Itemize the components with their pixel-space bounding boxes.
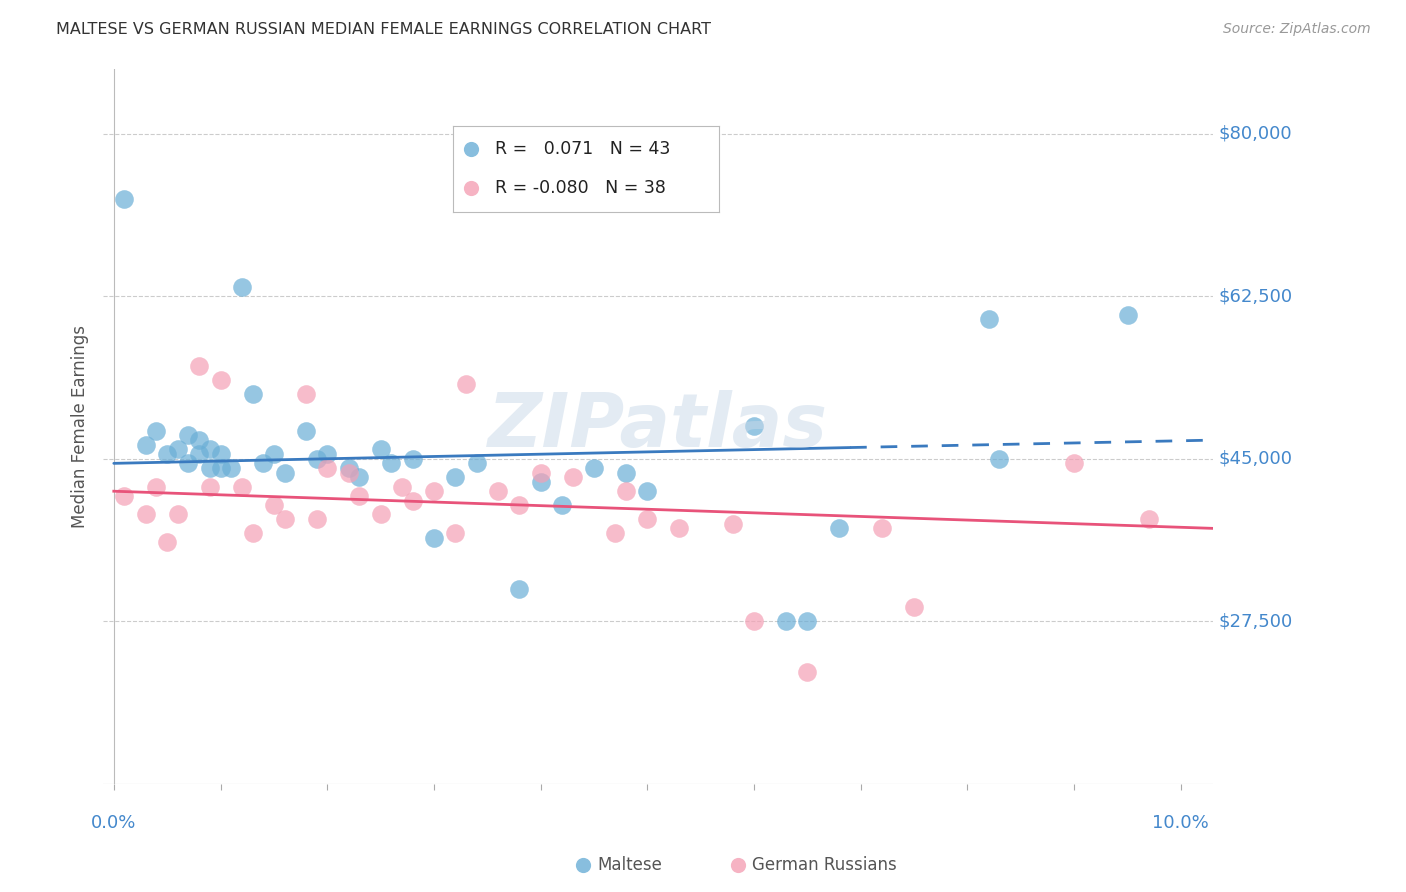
Point bbox=[796, 614, 818, 628]
Point bbox=[508, 498, 530, 512]
Text: $62,500: $62,500 bbox=[1219, 287, 1292, 305]
Point bbox=[242, 386, 264, 401]
Point bbox=[295, 424, 318, 438]
Text: German Russians: German Russians bbox=[752, 856, 897, 874]
Point bbox=[444, 470, 467, 484]
Point bbox=[347, 489, 370, 503]
Point bbox=[721, 516, 744, 531]
Point bbox=[605, 526, 627, 541]
Point bbox=[903, 600, 925, 615]
Point bbox=[209, 447, 232, 461]
Point bbox=[295, 386, 318, 401]
Text: MALTESE VS GERMAN RUSSIAN MEDIAN FEMALE EARNINGS CORRELATION CHART: MALTESE VS GERMAN RUSSIAN MEDIAN FEMALE … bbox=[56, 22, 711, 37]
Point bbox=[145, 424, 167, 438]
Point bbox=[380, 456, 402, 470]
Point bbox=[209, 461, 232, 475]
Point bbox=[561, 470, 583, 484]
Point bbox=[401, 493, 423, 508]
Point bbox=[305, 451, 328, 466]
Point bbox=[156, 447, 179, 461]
Point bbox=[444, 526, 467, 541]
Point bbox=[166, 508, 188, 522]
Point bbox=[551, 498, 574, 512]
Text: $27,500: $27,500 bbox=[1219, 612, 1292, 631]
Point bbox=[188, 359, 211, 373]
Point bbox=[614, 466, 637, 480]
Point bbox=[742, 614, 765, 628]
Point bbox=[316, 447, 339, 461]
Point bbox=[242, 526, 264, 541]
Text: Maltese: Maltese bbox=[598, 856, 662, 874]
Point bbox=[668, 521, 690, 535]
Point bbox=[1116, 308, 1139, 322]
Point bbox=[401, 451, 423, 466]
Point bbox=[796, 665, 818, 680]
Point bbox=[775, 614, 797, 628]
Point bbox=[252, 456, 274, 470]
Point bbox=[145, 479, 167, 493]
Point bbox=[870, 521, 893, 535]
Point bbox=[423, 484, 446, 499]
Point bbox=[135, 508, 157, 522]
Point bbox=[231, 280, 253, 294]
Point bbox=[219, 461, 242, 475]
Point bbox=[198, 461, 221, 475]
Point bbox=[188, 447, 211, 461]
Text: $45,000: $45,000 bbox=[1219, 450, 1292, 467]
Text: 0.0%: 0.0% bbox=[91, 814, 136, 832]
Point bbox=[337, 461, 360, 475]
Point bbox=[454, 377, 477, 392]
Point bbox=[828, 521, 851, 535]
Point bbox=[636, 484, 658, 499]
Point bbox=[1137, 512, 1160, 526]
Point bbox=[198, 442, 221, 457]
Text: ZIPatlas: ZIPatlas bbox=[488, 390, 828, 463]
Point bbox=[177, 456, 200, 470]
Point bbox=[988, 451, 1011, 466]
Point bbox=[486, 484, 509, 499]
Point bbox=[156, 535, 179, 549]
Point bbox=[465, 456, 488, 470]
Point bbox=[273, 512, 295, 526]
Point bbox=[508, 582, 530, 596]
Point bbox=[347, 470, 370, 484]
Point bbox=[305, 512, 328, 526]
Point bbox=[636, 512, 658, 526]
Point bbox=[114, 489, 136, 503]
Point bbox=[166, 442, 188, 457]
Point bbox=[135, 438, 157, 452]
Point bbox=[614, 484, 637, 499]
Point bbox=[582, 461, 605, 475]
Point bbox=[188, 433, 211, 447]
Point bbox=[530, 466, 553, 480]
Point bbox=[977, 312, 1000, 326]
Point bbox=[391, 479, 413, 493]
Text: Source: ZipAtlas.com: Source: ZipAtlas.com bbox=[1223, 22, 1371, 37]
Y-axis label: Median Female Earnings: Median Female Earnings bbox=[72, 325, 89, 528]
Point bbox=[530, 475, 553, 489]
Point bbox=[231, 479, 253, 493]
Point bbox=[263, 498, 285, 512]
Point bbox=[114, 192, 136, 206]
Text: 10.0%: 10.0% bbox=[1153, 814, 1209, 832]
Text: $80,000: $80,000 bbox=[1219, 125, 1292, 143]
Point bbox=[198, 479, 221, 493]
Point bbox=[423, 531, 446, 545]
Point bbox=[370, 442, 392, 457]
Point bbox=[263, 447, 285, 461]
Point bbox=[337, 466, 360, 480]
Point bbox=[209, 373, 232, 387]
Point bbox=[273, 466, 295, 480]
Point bbox=[370, 508, 392, 522]
Point bbox=[1063, 456, 1085, 470]
Point bbox=[316, 461, 339, 475]
Point bbox=[177, 428, 200, 442]
Point bbox=[742, 419, 765, 434]
